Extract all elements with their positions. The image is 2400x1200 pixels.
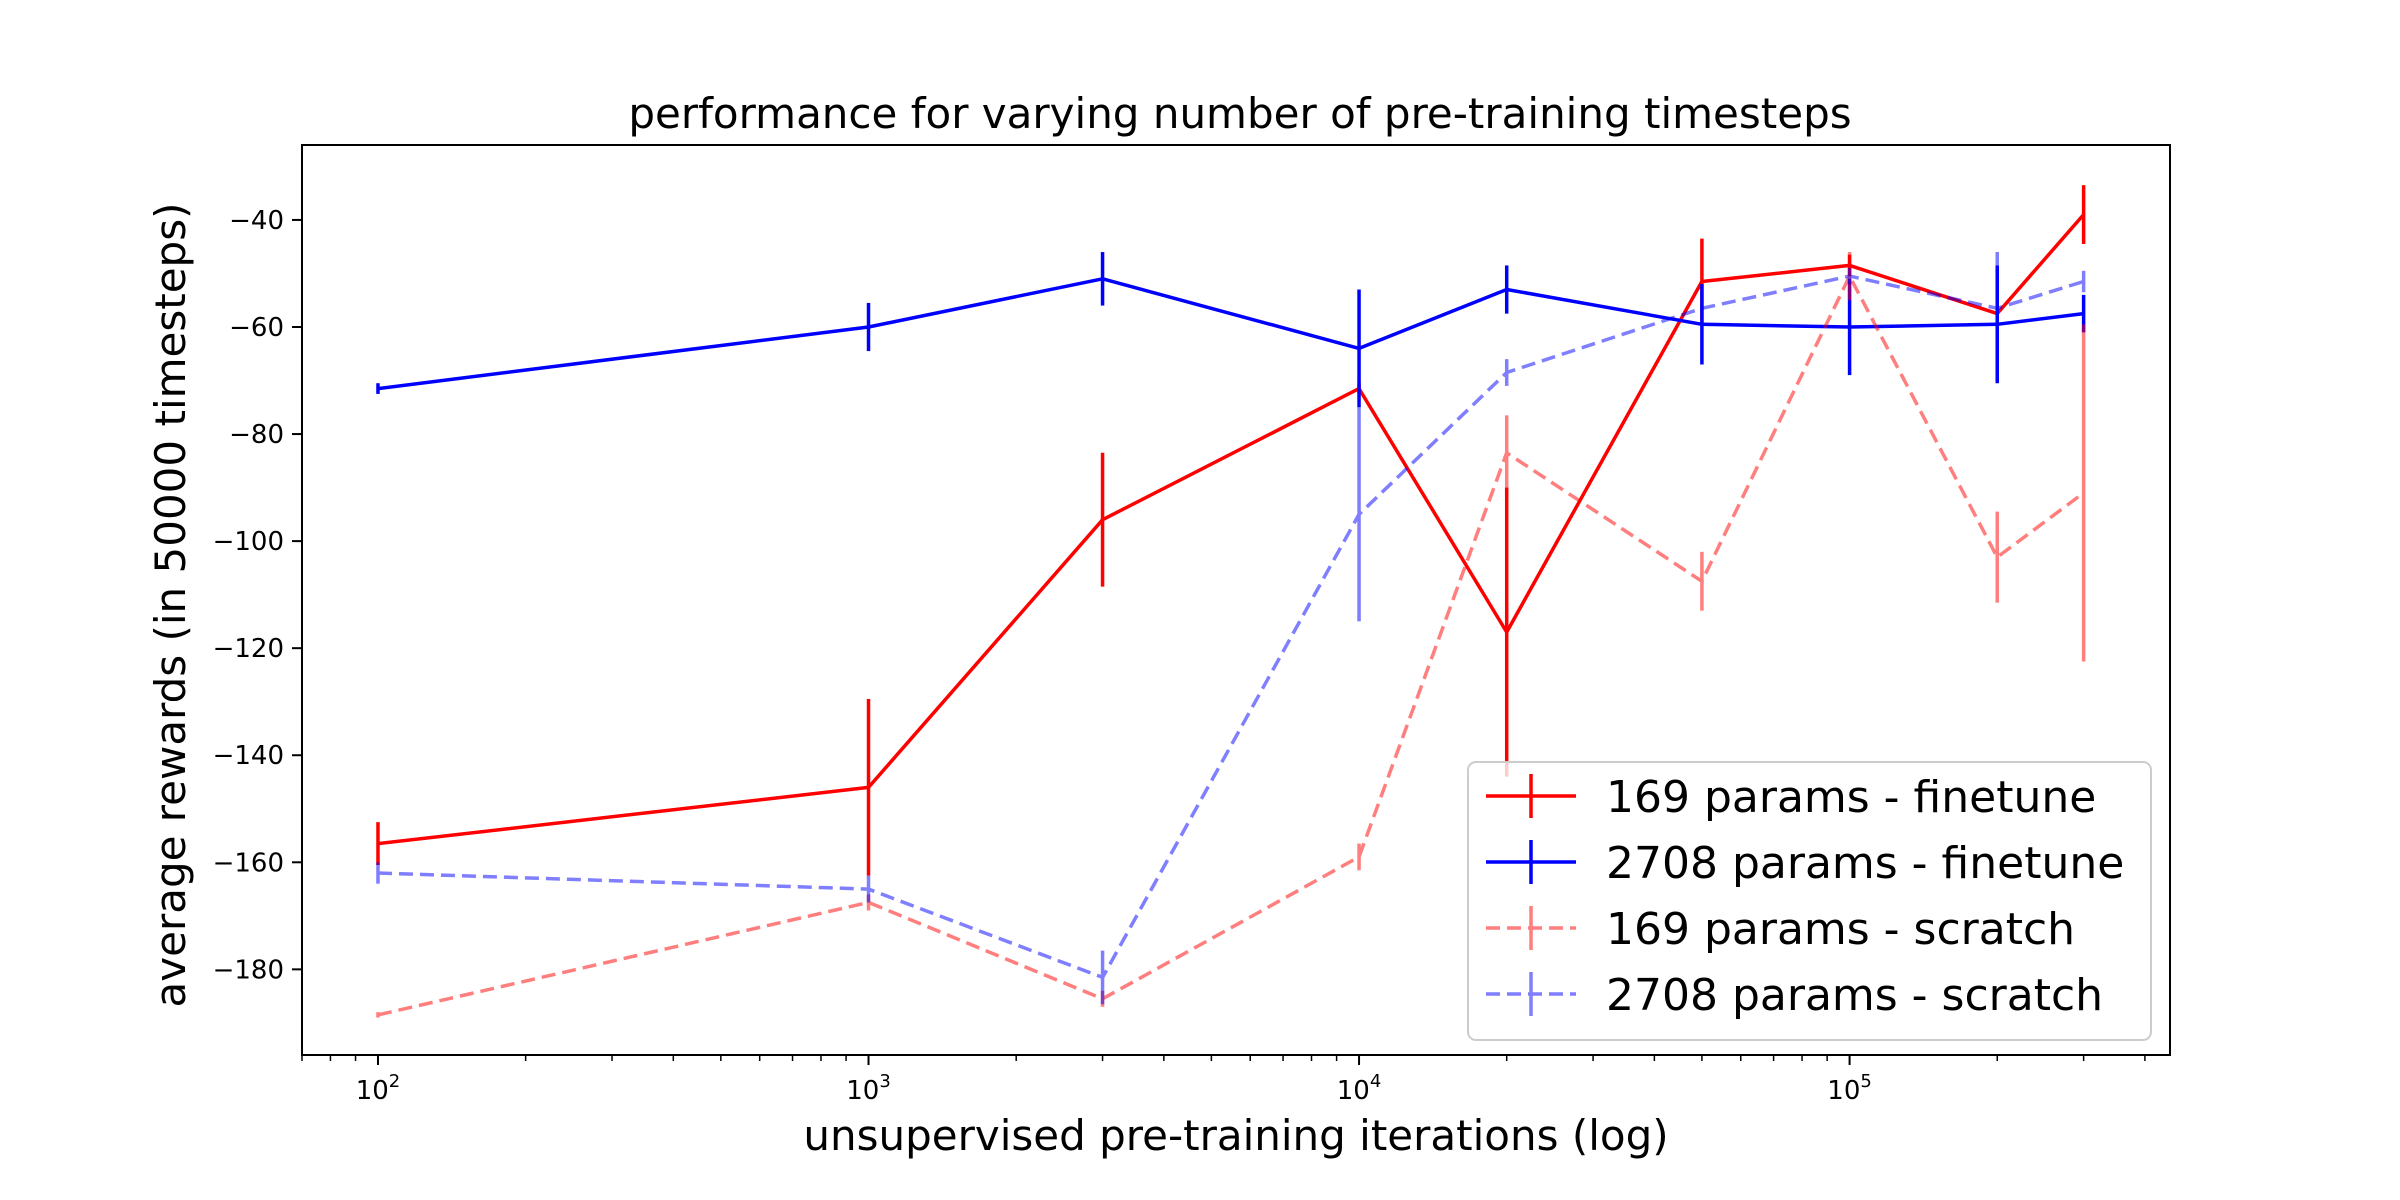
chart-title: performance for varying number of pre-tr… [628, 89, 1851, 138]
legend-item [1486, 906, 1576, 950]
x-tick-label: 105 [1827, 1071, 1872, 1106]
legend-box [1467, 761, 2152, 1041]
y-tick-label: −100 [213, 527, 284, 557]
legend-label: 2708 params - finetune [1606, 838, 2124, 889]
y-axis-label: average rewards (in 50000 timesteps) [146, 203, 195, 1008]
legend-label: 169 params - finetune [1606, 772, 2096, 823]
y-tick-label: −60 [229, 313, 284, 343]
legend-item [1486, 840, 1576, 884]
x-axis-label: unsupervised pre-training iterations (lo… [803, 1111, 1668, 1160]
x-tick-exponent: 2 [389, 1071, 400, 1092]
x-tick-base: 10 [356, 1076, 389, 1106]
legend-label: 2708 params - scratch [1606, 970, 2103, 1021]
x-tick-exponent: 5 [1860, 1071, 1871, 1092]
legend: 169 params - finetune 2708 params - finet… [1467, 761, 2152, 1041]
plot-frame [301, 144, 2171, 1056]
y-tick-label: −120 [213, 634, 284, 664]
legend-label: 169 params - scratch [1606, 904, 2075, 955]
y-tick-label: −160 [213, 848, 284, 878]
y-tick-label: −180 [213, 955, 284, 985]
x-axis-ticks: 102 103 104 105 [301, 1055, 2146, 1106]
x-tick-base: 10 [1337, 1076, 1370, 1106]
y-tick-label: −140 [213, 741, 284, 771]
series-4 [376, 252, 2086, 1005]
x-tick-label: 102 [356, 1071, 401, 1106]
x-tick-base: 10 [1827, 1076, 1860, 1106]
y-axis-ticks: −40 −60 −80 −100 −120 −140 −160 −180 [213, 206, 302, 985]
x-tick-exponent: 3 [879, 1071, 890, 1092]
y-tick-label: −80 [229, 420, 284, 450]
series-layer [376, 185, 2086, 1018]
x-tick-label: 103 [846, 1071, 891, 1106]
legend-item [1486, 774, 1576, 818]
x-tick-base: 10 [846, 1076, 879, 1106]
y-tick-label: −40 [229, 206, 284, 236]
legend-item [1486, 972, 1576, 1016]
x-tick-exponent: 4 [1370, 1071, 1381, 1092]
x-tick-label: 104 [1337, 1071, 1382, 1106]
